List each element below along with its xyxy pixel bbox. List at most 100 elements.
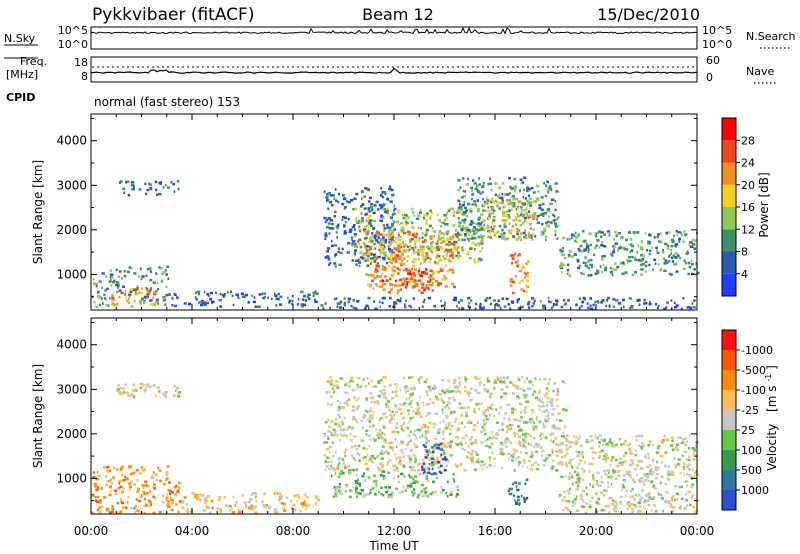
power-cell-3 <box>201 302 205 305</box>
power-cell-5 <box>369 257 373 260</box>
power-cell-1 <box>136 287 139 291</box>
velocity-cell-3 <box>552 441 554 444</box>
power-cell-5 <box>405 223 408 227</box>
velocity-cell-0 <box>95 484 98 487</box>
velocity-cell-7 <box>650 509 653 512</box>
power-cell-5 <box>473 258 476 261</box>
velocity-cell-3 <box>433 384 436 387</box>
power-cell-4 <box>366 255 370 258</box>
velocity-cell-7 <box>667 465 671 468</box>
power-cell-6 <box>433 246 436 250</box>
power-cell-12 <box>374 307 378 311</box>
power-cell-6 <box>402 262 405 266</box>
velocity-cell-2 <box>199 493 202 497</box>
power-cell-6 <box>422 258 424 261</box>
power-cell-1 <box>111 294 114 297</box>
power-cell-6 <box>425 284 429 287</box>
power-ytick-label: 2000 <box>56 223 87 237</box>
power-cell-5 <box>443 250 446 254</box>
power-cell-11 <box>665 261 669 264</box>
velocity-cell-3 <box>539 389 541 392</box>
power-cell-0 <box>111 276 114 279</box>
power-cell-8 <box>489 229 493 233</box>
power-cell-6 <box>376 275 379 278</box>
power-cell-0 <box>93 301 96 304</box>
velocity-cell-3 <box>344 454 347 458</box>
power-cell-8 <box>457 206 462 210</box>
power-cell-11 <box>614 262 617 265</box>
power-cell-3 <box>288 301 291 304</box>
power-cell-12 <box>488 296 491 300</box>
power-cell-9 <box>504 237 508 240</box>
velocity-cell-7 <box>596 480 598 483</box>
power-cell-8 <box>494 182 498 185</box>
power-cell-6 <box>455 235 459 238</box>
power-cell-9 <box>508 222 511 225</box>
power-cell-8 <box>465 209 468 212</box>
velocity-cell-3 <box>410 468 414 472</box>
velocity-cell-3 <box>325 448 330 451</box>
power-cell-0 <box>156 281 159 285</box>
power-cell-8 <box>494 193 497 196</box>
power-cell-6 <box>397 279 401 282</box>
velocity-cell-7 <box>591 474 594 477</box>
velocity-cell-0 <box>98 506 102 509</box>
velocity-cell-3 <box>399 441 403 445</box>
velocity-cell-0 <box>175 484 179 488</box>
power-cell-11 <box>627 255 631 259</box>
velocity-cell-3 <box>530 453 534 457</box>
velocity-cell-3 <box>550 467 554 470</box>
power-cell-4 <box>361 203 365 206</box>
velocity-cell-3 <box>474 451 477 454</box>
velocity-cell-3 <box>501 452 504 456</box>
velocity-cell-7 <box>576 488 579 491</box>
power-cell-2 <box>154 180 158 184</box>
power-cell-3 <box>230 290 232 294</box>
power-cell-3 <box>237 296 240 300</box>
power-cell-4 <box>369 262 372 265</box>
power-cell-4 <box>388 250 392 253</box>
power-cell-2 <box>122 187 126 190</box>
velocity-cell-3 <box>482 411 486 414</box>
velocity-cell-7 <box>598 454 602 458</box>
velocity-cell-3 <box>499 447 503 451</box>
velocity-cell-5 <box>439 442 443 446</box>
power-cell-0 <box>164 269 167 272</box>
power-cell-5 <box>480 237 484 241</box>
velocity-cell-2 <box>314 502 317 505</box>
power-cell-6 <box>370 273 372 277</box>
power-cell-5 <box>389 228 391 231</box>
power-cell-5 <box>439 258 443 261</box>
power-cell-12 <box>336 305 339 309</box>
velocity-cell-3 <box>380 466 384 469</box>
power-cell-2 <box>173 190 176 193</box>
power-cell-6 <box>429 257 432 261</box>
power-cell-0 <box>109 297 111 300</box>
power-cell-4 <box>347 251 350 254</box>
power-cell-7 <box>400 288 402 291</box>
velocity-cell-4 <box>441 488 445 492</box>
velocity-cell-4 <box>354 481 359 484</box>
power-cell-0 <box>110 273 114 276</box>
velocity-cell-7 <box>660 493 662 497</box>
velocity-cell-3 <box>350 438 353 442</box>
velocity-cell-3 <box>382 388 386 392</box>
power-cell-6 <box>374 247 377 250</box>
velocity-cell-1 <box>133 395 136 398</box>
velocity-cell-3 <box>326 460 330 464</box>
velocity-cell-7 <box>599 491 604 494</box>
power-cell-10 <box>509 278 513 281</box>
power-cell-4 <box>333 244 337 247</box>
power-cell-4 <box>359 256 364 259</box>
velocity-colorbar-tick-label: 25 <box>741 424 755 437</box>
velocity-cell-3 <box>324 420 328 424</box>
velocity-cell-3 <box>329 451 331 454</box>
power-cell-5 <box>401 228 405 231</box>
power-cell-12 <box>456 304 458 308</box>
power-cell-7 <box>405 268 408 271</box>
velocity-cell-7 <box>602 457 605 461</box>
velocity-cell-4 <box>453 480 456 483</box>
power-cell-5 <box>354 208 358 211</box>
power-cell-2 <box>145 192 148 196</box>
power-ytick-label: 3000 <box>56 178 87 192</box>
